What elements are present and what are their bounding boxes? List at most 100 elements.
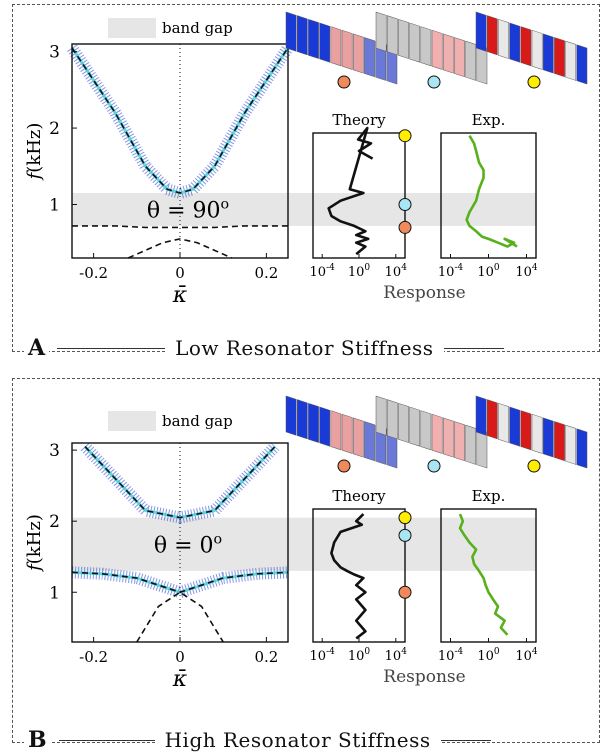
- experiment-tick-label: 100: [477, 647, 500, 664]
- theory-tick-label: 10-4: [310, 263, 336, 280]
- unit-cell: [520, 410, 532, 451]
- unit-cell: [319, 406, 331, 447]
- unit-cell: [330, 410, 342, 451]
- unit-cell: [486, 399, 498, 440]
- unit-cell: [576, 44, 588, 85]
- unit-cell: [296, 399, 308, 440]
- unit-cell: [409, 22, 421, 63]
- unit-cell: [498, 18, 509, 59]
- experiment-title: Exp.: [472, 111, 506, 129]
- unit-cell: [486, 15, 498, 56]
- theory-tick-label: 104: [385, 647, 408, 664]
- unit-cell: [542, 417, 554, 458]
- unit-cell: [542, 33, 554, 74]
- unit-cell: [420, 26, 432, 67]
- unit-cell: [341, 29, 353, 70]
- dispersion-branch-1: [72, 225, 288, 229]
- mode-marker-cyan: [398, 198, 412, 211]
- unit-cell: [576, 428, 588, 469]
- unit-cell: [285, 395, 297, 436]
- unit-cell: [409, 406, 421, 447]
- panel-a-letter: A: [24, 335, 50, 361]
- response-axis-label: Response: [383, 667, 465, 687]
- unit-cell: [442, 33, 454, 74]
- panel-a-title: Low Resonator Stiffness: [165, 336, 444, 360]
- y-tick-label: 1: [49, 196, 60, 216]
- panel-b-title: High Resonator Stiffness: [154, 728, 441, 752]
- caption-rule: [57, 347, 166, 349]
- y-tick-label: 3: [49, 43, 60, 63]
- unit-cell: [308, 18, 319, 59]
- unit-cell: [520, 26, 532, 67]
- unit-cell: [341, 413, 353, 454]
- mode-shape-marker-yellow: [527, 459, 541, 473]
- experiment-tick-label: 104: [515, 647, 538, 664]
- experiment-tick-label: 104: [515, 263, 538, 280]
- unit-cell: [554, 421, 565, 462]
- unit-cell: [442, 417, 454, 458]
- frequency-axis-label: f(kHz): [24, 123, 45, 182]
- unit-cell: [386, 15, 398, 56]
- unit-cell: [330, 26, 342, 67]
- unit-cell: [352, 33, 364, 74]
- y-tick-label: 2: [49, 119, 60, 139]
- unit-cell: [565, 424, 577, 465]
- mode-marker-orange: [398, 220, 412, 234]
- unit-cell: [554, 37, 565, 78]
- band-gap-region: [72, 193, 536, 226]
- unit-cell: [375, 11, 387, 52]
- experiment-tick-label: 100: [477, 263, 500, 280]
- experiment-response-curve: [465, 135, 518, 248]
- unit-cell: [285, 11, 297, 52]
- unit-cell: [398, 18, 409, 59]
- band-gap-legend-label: band gap: [162, 19, 233, 37]
- theory-response-curve: [330, 513, 367, 640]
- mode-marker-cyan: [398, 528, 412, 542]
- unit-cell: [386, 399, 398, 440]
- band-gap-legend-label: band gap: [162, 412, 233, 430]
- dispersion-branch-2: [127, 238, 233, 259]
- experiment-tick-label: 10-4: [438, 647, 464, 664]
- unit-cell: [509, 22, 521, 63]
- kappa-axis-label: κ̄: [172, 283, 188, 308]
- mode-marker-orange: [398, 585, 412, 599]
- unit-cell: [565, 40, 577, 81]
- x-tick-label: -0.2: [79, 264, 108, 282]
- mode-shape-marker-cyan: [427, 75, 441, 89]
- unit-cell: [308, 402, 319, 443]
- band-gap-legend-swatch: [108, 411, 156, 431]
- panel-b-letter: B: [24, 727, 51, 753]
- unit-cell: [465, 424, 477, 465]
- unit-cell: [319, 22, 331, 63]
- x-tick-label: 0.2: [254, 264, 278, 282]
- unit-cell: [465, 40, 477, 81]
- theory-title: Theory: [332, 487, 386, 505]
- experiment-response-curve: [458, 513, 509, 636]
- mode-shape-3: [475, 11, 588, 85]
- dispersion-branch-0: [71, 47, 289, 194]
- theory-tick-label: 100: [348, 263, 371, 280]
- unit-cell: [509, 406, 521, 447]
- experiment-tick-label: 10-4: [438, 263, 464, 280]
- dispersion-branch-0: [84, 446, 276, 519]
- x-tick-label: 0.2: [254, 648, 278, 666]
- unit-cell: [431, 29, 443, 70]
- unit-cell: [375, 395, 387, 436]
- mode-shape-1: [285, 395, 398, 469]
- mode-marker-yellow: [398, 511, 412, 525]
- caption-rule: [58, 739, 155, 741]
- caption-rule: [440, 739, 491, 741]
- caption-rule: [443, 347, 504, 349]
- theory-tick-label: 100: [348, 647, 371, 664]
- theory-title: Theory: [332, 111, 386, 129]
- mode-shape-marker-cyan: [427, 459, 441, 473]
- band-gap-region: [72, 517, 536, 571]
- mode-shape-2: [375, 395, 488, 469]
- mode-marker-yellow: [398, 129, 412, 143]
- unit-cell: [454, 421, 465, 462]
- y-tick-label: 2: [49, 512, 60, 532]
- unit-cell: [531, 413, 543, 454]
- theta-annotation: θ = 90o: [147, 197, 229, 224]
- unit-cell: [475, 395, 487, 436]
- unit-cell: [475, 11, 487, 52]
